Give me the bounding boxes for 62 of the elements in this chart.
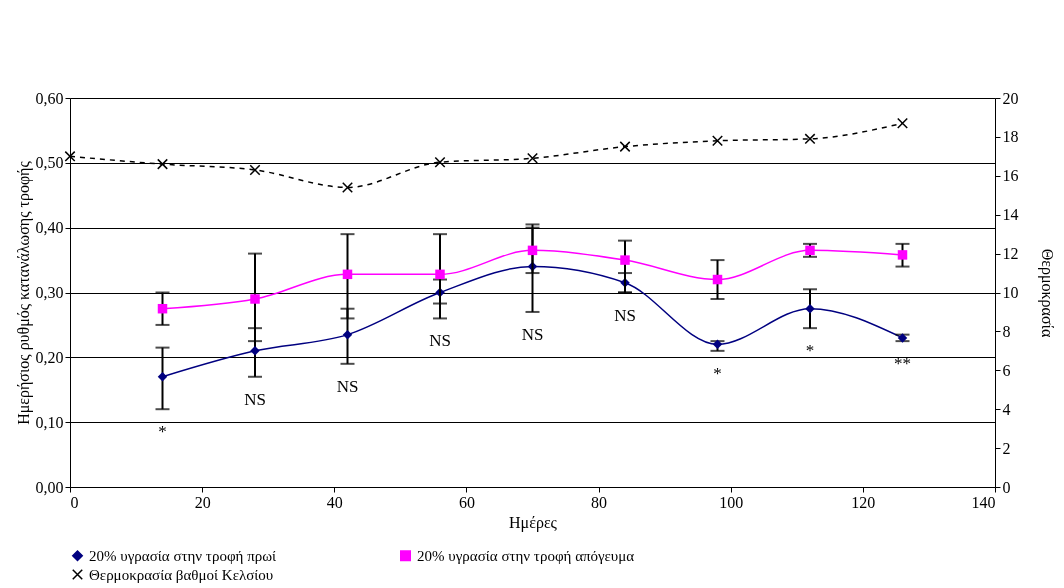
y2-tick-label: 2 [1002, 439, 1011, 457]
x-tick-label: 0 [70, 493, 79, 511]
y-tick-label: 0,00 [35, 478, 64, 496]
y2-tick-label: 14 [1002, 206, 1019, 224]
point [805, 303, 815, 314]
point [620, 255, 630, 265]
y2-tick-label: 0 [1002, 478, 1011, 496]
legend-label: 20% υγρασία στην τροφή απόγευμα [417, 547, 635, 564]
y-tick-label: 0,30 [35, 284, 64, 301]
x-tick-label: 40 [326, 493, 343, 511]
x-tick-label: 80 [591, 493, 608, 511]
point [619, 141, 631, 153]
point [342, 269, 353, 280]
y-tick-label: 0,50 [35, 154, 64, 172]
point [712, 135, 723, 147]
point [897, 117, 908, 129]
point [64, 150, 76, 162]
point [342, 181, 353, 193]
annotation: NS [244, 389, 266, 409]
y2-tick-label: 20 [1002, 89, 1019, 107]
point [157, 372, 168, 382]
point [435, 269, 445, 280]
y-tick-label: 0,20 [35, 348, 64, 366]
x-tick-label: 60 [458, 493, 475, 511]
annotation: * [158, 422, 167, 442]
y-tick-label: 0,10 [35, 413, 64, 431]
point [434, 156, 446, 168]
y2-tick-label: 8 [1002, 322, 1011, 340]
annotation: NS [336, 376, 359, 396]
x-tick-label: 140 [971, 493, 996, 511]
y2-tick-label: 6 [1002, 361, 1011, 379]
point [342, 329, 353, 340]
y-axis-title: Ημερήσιος ρυθμός κατανάλωσης τροφής [14, 160, 33, 425]
y2-tick-label: 18 [1002, 128, 1019, 146]
y-tick-label: 0,40 [35, 219, 64, 237]
legend-label: Θερμοκρασία βαθμοί Κελσίου [89, 566, 274, 583]
annotation: NS [614, 305, 636, 325]
point [157, 303, 168, 314]
x-tick-label: 20 [194, 493, 211, 511]
y2-tick-label: 12 [1002, 245, 1019, 263]
point [249, 164, 261, 176]
annotation: * [713, 363, 722, 383]
y2-tick-label: 10 [1002, 284, 1019, 301]
point [157, 158, 168, 170]
point [250, 294, 260, 304]
y2-tick-label: 16 [1002, 167, 1019, 185]
annotation: * [805, 341, 815, 361]
point [712, 274, 723, 285]
y2-axis-title: Θερμοκρασία [1037, 248, 1056, 338]
x-tick-label: 100 [719, 493, 744, 511]
annotation: ** [894, 354, 911, 374]
y2-tick-label: 4 [1002, 400, 1011, 418]
annotation: NS [521, 324, 544, 344]
point [527, 245, 538, 256]
point [527, 152, 538, 164]
x-axis-title: Ημέρες [509, 513, 558, 532]
x-tick-label: 120 [851, 493, 876, 511]
point [897, 250, 908, 260]
annotation: NS [429, 331, 451, 351]
legend-label: 20% υγρασία στην τροφή πρωί [89, 547, 277, 564]
point [804, 133, 816, 145]
y-tick-label: 0,60 [35, 89, 64, 107]
